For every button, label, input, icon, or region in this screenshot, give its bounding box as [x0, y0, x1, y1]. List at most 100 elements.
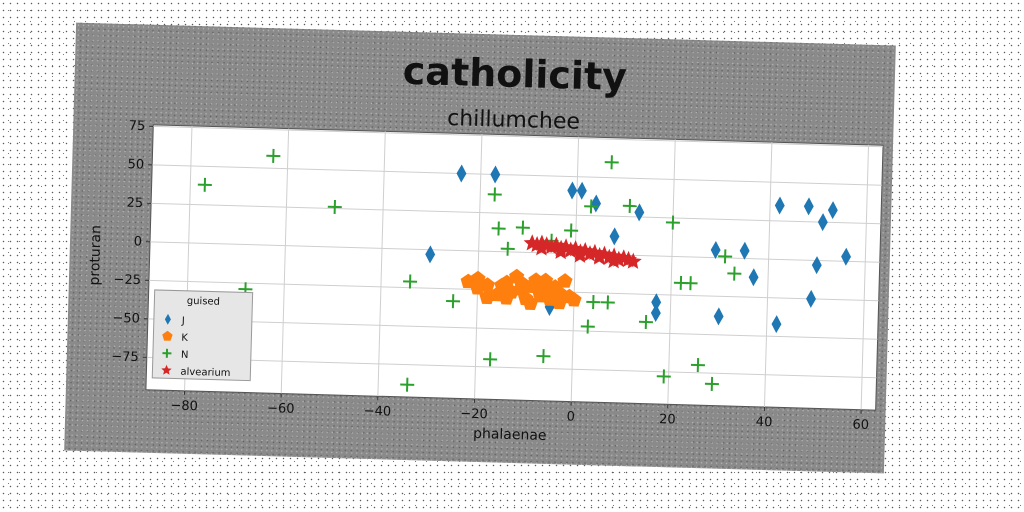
data-point-j — [634, 203, 645, 222]
data-point-alvearium — [528, 235, 546, 253]
x-grid-line — [377, 131, 386, 397]
data-point-j — [774, 196, 785, 215]
x-axis-ticks: −80 −60 −40 −20 0 20 40 60 — [170, 390, 869, 433]
data-point-alvearium — [542, 237, 560, 255]
data-point-j — [771, 315, 782, 334]
data-point-k — [513, 275, 530, 290]
data-point-alvearium — [605, 252, 623, 269]
y-tick-label: 0 — [134, 234, 143, 249]
data-point-k — [494, 277, 510, 293]
data-point-j — [817, 213, 828, 232]
data-point-alvearium — [624, 252, 642, 269]
data-point-n — [483, 352, 498, 367]
data-point-n — [656, 369, 671, 384]
data-point-n — [704, 376, 719, 391]
data-point-k — [551, 294, 568, 310]
legend-marker-alvearium — [161, 364, 172, 375]
x-grid-line — [860, 144, 870, 410]
chart-figure: catholicity chillumchee −80 −60 −40 −20 0 20 4… — [64, 22, 896, 474]
data-point-k — [522, 295, 539, 310]
data-point-n — [718, 249, 733, 264]
data-point-n — [690, 358, 705, 373]
x-grid-line — [667, 139, 676, 405]
data-point-j — [651, 293, 662, 312]
plot-area — [145, 124, 884, 411]
data-point-n — [727, 266, 742, 281]
x-tick-label: 20 — [659, 412, 676, 427]
data-point-n — [600, 295, 615, 310]
legend-label-j: J — [181, 316, 185, 327]
data-point-j — [591, 194, 602, 213]
y-tick-label: −25 — [113, 272, 141, 288]
data-point-k — [566, 291, 582, 307]
legend-marker-n — [162, 348, 172, 358]
data-point-n — [564, 223, 579, 238]
data-point-k — [498, 290, 515, 305]
data-point-n — [400, 377, 415, 392]
x-tick-label: 40 — [756, 415, 773, 430]
x-tick-label: −60 — [267, 401, 295, 417]
data-point-n — [604, 155, 619, 170]
data-point-alvearium — [590, 248, 609, 265]
data-point-alvearium — [547, 236, 565, 253]
scatter-chart: catholicity chillumchee −80 −60 −40 −20 0 20 4… — [87, 49, 884, 444]
x-tick-label: 0 — [566, 409, 575, 424]
data-point-n — [584, 199, 599, 214]
data-point-alvearium — [581, 245, 599, 262]
data-point-n — [683, 276, 698, 291]
grid-lines — [146, 125, 883, 410]
data-point-alvearium — [600, 248, 618, 266]
data-point-n — [622, 198, 637, 213]
legend-label-n: N — [181, 350, 189, 361]
x-tick-label: −20 — [460, 407, 488, 423]
data-point-n — [515, 220, 530, 235]
y-axis-ticks: 75 50 25 0 −25 −50 −75 — [111, 119, 154, 365]
y-grid-line — [153, 125, 883, 148]
data-point-n — [500, 241, 515, 256]
data-point-j — [710, 240, 721, 259]
data-point-j — [490, 165, 501, 184]
data-point-n — [403, 274, 418, 289]
data-point-j — [806, 289, 816, 308]
data-points — [197, 148, 852, 392]
data-point-j — [841, 247, 852, 266]
x-tick-label: −80 — [170, 398, 198, 414]
y-axis-label: proturan — [87, 225, 105, 286]
data-point-alvearium — [571, 246, 589, 263]
y-grid-line — [146, 356, 877, 379]
y-grid-line — [152, 164, 882, 186]
data-point-alvearium — [566, 240, 585, 257]
series-alvearium — [523, 234, 642, 269]
data-point-n — [580, 319, 595, 334]
x-grid-line — [280, 128, 290, 394]
data-point-alvearium — [533, 239, 551, 256]
x-axis-label: phalaenae — [473, 426, 547, 444]
series-n — [197, 148, 742, 392]
x-grid-line — [474, 133, 483, 399]
data-point-j — [803, 197, 814, 216]
data-point-k — [557, 273, 573, 288]
data-point-j — [713, 307, 724, 326]
data-point-n — [586, 295, 601, 310]
data-point-j — [739, 241, 750, 260]
data-point-k — [470, 280, 486, 295]
y-tick-label: 50 — [127, 157, 144, 172]
data-point-n — [487, 187, 502, 202]
legend-label-alvearium: alvearium — [180, 367, 230, 379]
data-point-j — [567, 181, 578, 200]
data-point-n — [491, 221, 506, 236]
data-point-j — [827, 201, 838, 220]
y-grid-line — [150, 241, 880, 263]
legend-box — [151, 289, 254, 382]
x-grid-line — [763, 142, 773, 408]
x-tick-label: 60 — [852, 417, 869, 432]
series-j — [425, 164, 852, 334]
data-point-n — [536, 349, 551, 364]
chart-title: catholicity — [402, 49, 627, 99]
data-point-n — [327, 199, 342, 214]
data-point-n — [446, 294, 461, 309]
data-point-n — [197, 177, 212, 192]
series-k — [460, 268, 582, 310]
y-grid-line — [151, 202, 881, 225]
